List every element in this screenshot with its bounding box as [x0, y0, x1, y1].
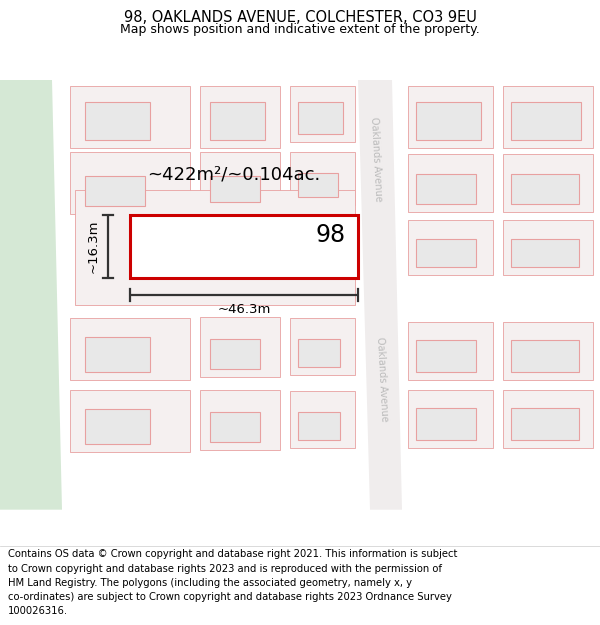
Bar — [503, 322, 593, 379]
Bar — [70, 390, 190, 452]
Bar — [408, 322, 493, 379]
Bar — [416, 102, 481, 139]
Bar — [70, 152, 190, 214]
Bar — [503, 219, 593, 275]
Text: ~422m²/~0.104ac.: ~422m²/~0.104ac. — [148, 166, 320, 184]
Bar — [298, 339, 340, 367]
Bar — [85, 337, 150, 372]
Text: co-ordinates) are subject to Crown copyright and database rights 2023 Ordnance S: co-ordinates) are subject to Crown copyr… — [8, 592, 452, 602]
Bar — [511, 340, 579, 372]
Bar — [70, 318, 190, 379]
Text: ~46.3m: ~46.3m — [217, 302, 271, 316]
Bar — [75, 190, 355, 304]
Bar — [416, 340, 476, 372]
Bar — [200, 390, 280, 449]
Bar — [210, 412, 260, 442]
Bar — [210, 176, 260, 202]
Text: Oaklands Avenue: Oaklands Avenue — [369, 117, 383, 202]
Text: 98: 98 — [316, 222, 346, 247]
Bar — [416, 174, 476, 204]
Bar — [298, 102, 343, 134]
Text: 100026316.: 100026316. — [8, 606, 68, 616]
Bar — [210, 339, 260, 369]
Bar — [503, 86, 593, 148]
Text: to Crown copyright and database rights 2023 and is reproduced with the permissio: to Crown copyright and database rights 2… — [8, 564, 442, 574]
Bar — [200, 86, 280, 148]
Bar — [200, 152, 280, 210]
Bar — [298, 173, 338, 197]
Bar — [298, 412, 340, 440]
Bar — [511, 408, 579, 440]
Bar — [511, 239, 579, 267]
Bar — [85, 102, 150, 139]
Text: HM Land Registry. The polygons (including the associated geometry, namely x, y: HM Land Registry. The polygons (includin… — [8, 578, 412, 588]
Bar — [130, 214, 358, 278]
Bar — [408, 86, 493, 148]
Text: ~16.3m: ~16.3m — [87, 219, 100, 273]
Bar — [416, 239, 476, 267]
Bar — [210, 102, 265, 139]
Bar — [290, 391, 355, 448]
Bar — [511, 174, 579, 204]
Bar — [511, 102, 581, 139]
Bar — [290, 86, 355, 142]
Bar — [408, 219, 493, 275]
Bar — [85, 176, 145, 206]
Bar — [503, 154, 593, 212]
Text: Map shows position and indicative extent of the property.: Map shows position and indicative extent… — [120, 22, 480, 36]
Bar — [408, 154, 493, 212]
Text: 98, OAKLANDS AVENUE, COLCHESTER, CO3 9EU: 98, OAKLANDS AVENUE, COLCHESTER, CO3 9EU — [124, 10, 476, 25]
Bar — [200, 317, 280, 377]
Bar — [503, 390, 593, 448]
Bar — [408, 390, 493, 448]
Polygon shape — [0, 79, 62, 509]
Text: Contains OS data © Crown copyright and database right 2021. This information is : Contains OS data © Crown copyright and d… — [8, 549, 457, 559]
Bar — [290, 152, 355, 205]
Bar — [290, 318, 355, 374]
Bar — [85, 409, 150, 444]
Bar — [70, 86, 190, 148]
Bar — [416, 408, 476, 440]
Polygon shape — [358, 79, 402, 509]
Text: Oaklands Avenue: Oaklands Avenue — [375, 337, 389, 422]
